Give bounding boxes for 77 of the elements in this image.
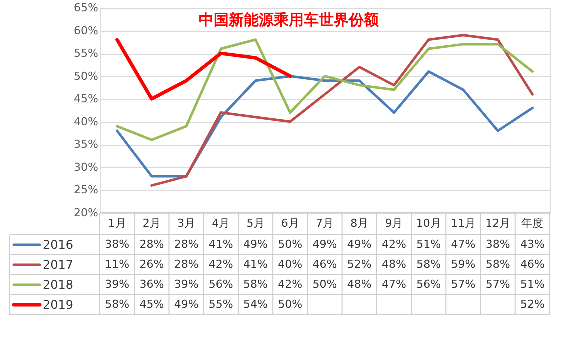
chart-title: 中国新能源乘用车世界份额 (199, 11, 380, 29)
x-tick-label: 2月 (142, 217, 161, 230)
legend-label: 2017 (43, 258, 74, 272)
x-tick-label: 11月 (450, 217, 476, 230)
data-label: 42% (278, 278, 303, 291)
text: 52% (520, 298, 545, 311)
data-label: 58% (416, 258, 442, 271)
data-label: 47% (451, 238, 476, 251)
line-series (116, 38, 534, 142)
data-label: 28% (174, 258, 199, 271)
data-label: 56% (416, 278, 442, 291)
x-tick-label: 4月 (212, 217, 230, 230)
data-label: 41% (208, 238, 234, 251)
data-label: 48% (347, 278, 372, 291)
data-label: 39% (174, 278, 199, 291)
x-tick-label: 1月 (108, 217, 126, 230)
data-label: 49% (347, 238, 372, 251)
y-tick-label: 20% (74, 206, 98, 220)
data-label: 52% (347, 258, 372, 271)
y-tick-label: 55% (74, 47, 98, 60)
y-tick-label: 25% (74, 184, 98, 197)
data-label: 41% (244, 258, 268, 271)
data-label: 36% (140, 278, 164, 291)
data-label: 28% (140, 238, 164, 251)
data-label: 50% (278, 238, 303, 251)
data-label: 42% (208, 258, 234, 271)
legend-label: 2016 (43, 238, 74, 252)
x-tick-label: 10月 (416, 217, 442, 230)
data-label: 55% (208, 298, 234, 311)
line-series (116, 38, 292, 101)
data-label: 51% (416, 238, 442, 251)
data-label: 57% (486, 278, 510, 291)
data-label: 40% (278, 258, 303, 271)
legend-label: 2019 (43, 298, 74, 312)
text: 11% (105, 258, 130, 271)
y-tick-label: 50% (74, 70, 98, 83)
data-label: 49% (312, 238, 338, 251)
data-label: 47% (382, 278, 406, 291)
data-label: 57% (451, 278, 476, 291)
y-tick-label: 45% (74, 92, 98, 106)
x-tick-label: 9月 (385, 217, 404, 230)
data-label: 26% (140, 258, 164, 271)
x-tick-label: 8月 (350, 217, 369, 230)
y-tick-label: 30% (74, 160, 98, 174)
data-label: 49% (174, 298, 199, 311)
data-label: 45% (140, 298, 164, 311)
data-label: 38% (105, 238, 130, 251)
y-tick-label: 40% (74, 115, 98, 128)
data-label: 56% (208, 278, 234, 291)
data-label: 58% (244, 278, 268, 291)
data-label: 58% (486, 258, 510, 271)
x-tick-label: 3月 (178, 217, 196, 230)
data-label: 50% (312, 278, 338, 291)
data-label: 54% (244, 298, 268, 311)
data-label: 46% (312, 258, 338, 271)
line-series (150, 34, 534, 187)
x-tick-label: 12月 (486, 217, 511, 230)
x-tick-label: 6月 (281, 217, 300, 230)
data-label: 48% (382, 258, 406, 271)
x-tick-label: 7月 (316, 217, 334, 230)
y-tick-label: 65% (74, 2, 98, 14)
data-label: 46% (520, 258, 545, 271)
legend-label: 2018 (43, 278, 74, 292)
data-label: 50% (278, 298, 303, 311)
data-label: 59% (451, 258, 476, 271)
data-label: 58% (105, 298, 130, 311)
data-label: 39% (105, 278, 130, 291)
y-tick-label: 60% (74, 24, 98, 38)
data-label: 43% (520, 238, 545, 251)
x-tick-label: 5月 (246, 217, 265, 230)
data-label: 51% (520, 278, 545, 291)
y-tick-label: 35% (74, 138, 98, 152)
data-label: 49% (244, 238, 268, 251)
data-label: 28% (174, 238, 199, 251)
data-label: 42% (382, 238, 406, 251)
data-label: 38% (486, 238, 510, 251)
x-tick-label: 年度 (522, 217, 544, 230)
